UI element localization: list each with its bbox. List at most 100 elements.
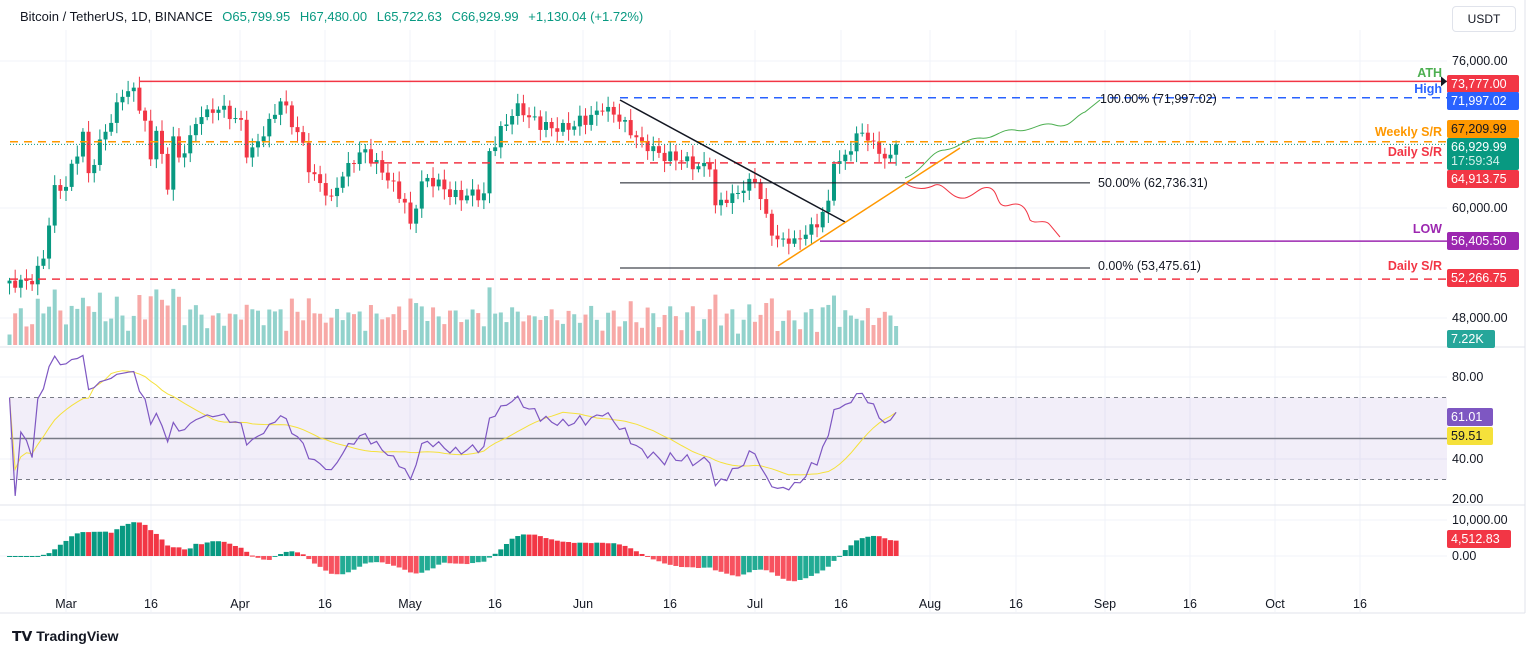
- volume-bar: [447, 310, 452, 345]
- candle-body: [803, 234, 808, 239]
- low-label: LOW: [1412, 222, 1442, 236]
- price-tick: 76,000.00: [1452, 54, 1508, 68]
- oscillator-bar: [238, 547, 244, 556]
- candle-body: [312, 172, 317, 175]
- candle-body: [329, 195, 334, 197]
- tradingview-logo[interactable]: 𝗧𝗩 TradingView: [12, 628, 119, 645]
- oscillator-bar: [492, 553, 498, 556]
- candle-body: [205, 109, 210, 118]
- time-tick: 16: [834, 597, 848, 611]
- oscillator-bar: [515, 536, 521, 556]
- volume-bar: [617, 326, 622, 345]
- oscillator-bar: [848, 545, 854, 556]
- volume-bar: [295, 311, 300, 345]
- oscillator-bar: [481, 556, 487, 562]
- oscillator-bar: [407, 556, 413, 573]
- oscillator-bar: [69, 536, 75, 556]
- oscillator-bar: [543, 538, 549, 556]
- oscillator-bar: [447, 556, 453, 564]
- oscillator-bar: [52, 549, 58, 556]
- volume-bar: [425, 320, 430, 345]
- oscillator-bar: [487, 556, 493, 558]
- time-tick: 16: [1183, 597, 1197, 611]
- oscillator-bar: [537, 536, 543, 556]
- volume-bar: [318, 313, 323, 345]
- oscillator-bar: [368, 556, 374, 563]
- candle-body: [696, 166, 701, 170]
- volume-bar: [730, 309, 735, 345]
- candle-body: [865, 132, 870, 141]
- low-price-tag: 56,405.50: [1447, 232, 1519, 250]
- time-tick: Jun: [572, 597, 594, 611]
- daily-sr-lower-tag: 52,266.75: [1447, 269, 1519, 287]
- last-price: 66,929.99: [1451, 140, 1507, 154]
- oscillator-bar: [775, 556, 781, 576]
- volume-bar: [781, 320, 786, 345]
- candle-body: [7, 280, 12, 284]
- volume-bar: [351, 314, 356, 345]
- ath-arrow-icon: [1441, 76, 1447, 87]
- oscillator-bar: [667, 556, 673, 565]
- volume-bar: [408, 298, 413, 345]
- candle-body: [318, 174, 323, 184]
- volume-bar: [549, 309, 554, 345]
- osc-tick: 10,000.00: [1452, 513, 1508, 527]
- oscillator-bar: [769, 556, 775, 573]
- volume-bar: [312, 313, 317, 345]
- oscillator-bar: [780, 556, 786, 579]
- oscillator-bar: [74, 533, 80, 556]
- volume-bar: [865, 308, 870, 345]
- candle-body: [594, 110, 599, 115]
- volume-bar: [374, 313, 379, 345]
- candle-body: [431, 177, 436, 187]
- volume-bar: [267, 309, 272, 345]
- candle-body: [481, 193, 486, 201]
- oscillator-bar: [526, 534, 532, 556]
- oscillator-bar: [311, 556, 317, 564]
- symbol-title[interactable]: Bitcoin / TetherUS, 1D, BINANCE: [20, 9, 213, 24]
- oscillator-bar: [763, 556, 769, 571]
- volume-bar: [301, 320, 306, 345]
- currency-button[interactable]: USDT: [1452, 6, 1516, 32]
- candle-body: [555, 128, 560, 132]
- volume-bar: [239, 319, 244, 345]
- candle-body: [848, 151, 853, 155]
- volume-bar: [335, 308, 340, 345]
- volume-bar: [493, 313, 498, 345]
- oscillator-bar: [882, 538, 888, 556]
- oscillator-bar: [628, 548, 634, 556]
- candle-body: [24, 279, 29, 281]
- oscillator-bar: [679, 556, 685, 568]
- candle-body: [120, 96, 125, 103]
- ohlc-close: C66,929.99: [451, 9, 519, 24]
- oscillator-bar: [549, 539, 555, 556]
- tv-logo-icon: 𝗧𝗩: [12, 628, 37, 644]
- oscillator-bar: [560, 541, 566, 556]
- candle-body: [583, 115, 588, 125]
- volume-tag: 7.22K: [1447, 330, 1495, 348]
- brand-name: TradingView: [36, 628, 119, 644]
- candle-body: [843, 154, 848, 162]
- volume-bar: [707, 309, 712, 345]
- volume-bar: [419, 306, 424, 345]
- oscillator-bar: [29, 556, 35, 557]
- candle-body: [662, 152, 667, 162]
- candle-body: [346, 163, 351, 177]
- volume-bar: [510, 307, 515, 345]
- volume-bar: [566, 310, 571, 345]
- volume-bar: [97, 292, 102, 345]
- volume-bar: [80, 297, 85, 345]
- oscillator-bar: [131, 522, 137, 556]
- candle-body: [560, 122, 565, 132]
- oscillator-bar: [893, 540, 899, 556]
- volume-bar: [538, 319, 543, 345]
- volume-bar: [871, 325, 876, 345]
- candle-body: [35, 265, 40, 285]
- candle-body: [470, 189, 475, 196]
- candle-body: [165, 153, 170, 190]
- candle-body: [436, 179, 441, 187]
- volume-bar: [402, 330, 407, 345]
- candle-body: [425, 177, 430, 182]
- oscillator-bar: [611, 543, 617, 556]
